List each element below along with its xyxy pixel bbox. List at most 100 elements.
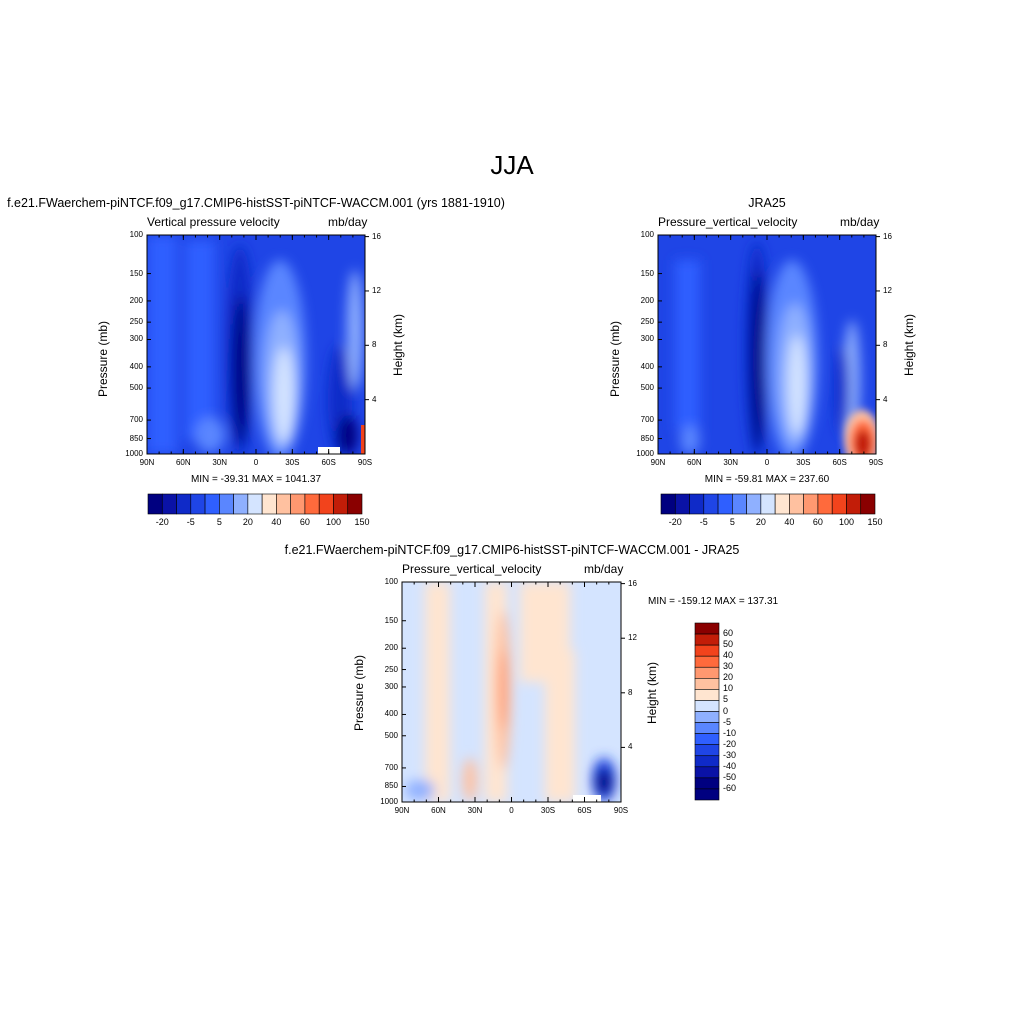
model-colorbar-box bbox=[190, 493, 206, 515]
model-colorbar-label: 60 bbox=[299, 517, 310, 527]
diff-xtick-label: 90S bbox=[613, 806, 629, 815]
model-units-label: mb/day bbox=[328, 215, 368, 229]
diff-colorbar-box bbox=[694, 622, 720, 635]
diff-units-label: mb/day bbox=[584, 562, 624, 576]
diff-panel-title: f.e21.FWaerchem-piNTCF.f09_g17.CMIP6-his… bbox=[284, 543, 740, 557]
diff-colorbar-box bbox=[694, 711, 720, 723]
obs-colorbar-label: 5 bbox=[729, 517, 735, 527]
diff-ylabel: Pressure (mb) bbox=[352, 655, 366, 732]
obs-xtick-label: 30S bbox=[796, 458, 811, 467]
diff-colorbar-label: -60 bbox=[723, 782, 737, 793]
model-colorbar-box bbox=[161, 493, 177, 515]
obs-xtick-label: 90N bbox=[650, 458, 666, 467]
model-ytick-label: 250 bbox=[129, 317, 143, 327]
model-y2tick-label: 16 bbox=[372, 231, 381, 241]
axis-ticks bbox=[146, 234, 880, 803]
obs-colorbar-label: -20 bbox=[668, 517, 682, 527]
obs-xtick-label: 0 bbox=[764, 458, 770, 467]
diff-colorbar-box bbox=[694, 689, 720, 701]
obs-y2tick-label: 16 bbox=[883, 231, 892, 241]
obs-ytick-label: 500 bbox=[640, 383, 654, 393]
diff-xtick-label: 30S bbox=[540, 806, 556, 815]
diff-xtick-label: 30N bbox=[467, 806, 483, 815]
obs-colorbar bbox=[660, 493, 876, 515]
obs-colorbar-box bbox=[674, 493, 690, 515]
diff-colorbar-box bbox=[694, 766, 720, 779]
diff-colorbar-box bbox=[694, 678, 720, 690]
model-ytick-label: 500 bbox=[129, 383, 143, 393]
diff-y2tick-label: 12 bbox=[628, 633, 637, 643]
model-colorbar-label: 150 bbox=[354, 517, 370, 527]
obs-contour-field bbox=[658, 235, 876, 454]
obs-colorbar-box bbox=[717, 493, 733, 515]
obs-colorbar-box bbox=[746, 493, 762, 515]
diff-minmax: MIN = -159.12 MAX = 137.31 bbox=[648, 596, 779, 607]
diff-colorbar-label: -50 bbox=[723, 771, 737, 782]
model-minmax: MIN = -39.31 MAX = 1041.37 bbox=[190, 474, 322, 485]
obs-colorbar-box bbox=[860, 493, 876, 515]
diff-colorbar-label: -5 bbox=[723, 716, 732, 727]
diff-ytick-label: 200 bbox=[384, 643, 398, 653]
obs-xtick-label: 30N bbox=[723, 458, 738, 467]
diff-colorbar-box bbox=[694, 666, 720, 679]
diff-colorbar-box bbox=[694, 644, 720, 657]
obs-colorbar-box bbox=[703, 493, 719, 515]
obs-ytick-label: 1000 bbox=[636, 449, 654, 458]
model-y2tick-label: 4 bbox=[372, 394, 377, 404]
season-title: JJA bbox=[490, 150, 534, 180]
model-colorbar-box bbox=[347, 493, 363, 515]
diff-colorbar-label: 5 bbox=[723, 694, 729, 705]
diff-colorbar-box bbox=[694, 755, 720, 768]
diff-colorbar-label: 10 bbox=[723, 683, 734, 694]
model-variable-label: Vertical pressure velocity bbox=[147, 215, 280, 229]
model-y2tick-label: 12 bbox=[372, 285, 381, 295]
model-colorbar-label: 40 bbox=[271, 517, 282, 527]
obs-minmax: MIN = -59.81 MAX = 237.60 bbox=[704, 474, 830, 485]
model-xtick-label: 30S bbox=[285, 458, 300, 467]
diff-ytick-label: 100 bbox=[384, 577, 398, 586]
diff-colorbar-box bbox=[694, 655, 720, 668]
model-xtick-label: 30N bbox=[212, 458, 227, 467]
diff-xtick-label: 0 bbox=[509, 806, 514, 815]
diff-y2label: Height (km) bbox=[645, 662, 659, 725]
obs-ytick-label: 150 bbox=[640, 268, 654, 278]
obs-colorbar-label: -5 bbox=[699, 517, 708, 527]
model-contour-field bbox=[147, 235, 365, 454]
model-ytick-label: 1000 bbox=[125, 449, 143, 458]
model-colorbar-box bbox=[304, 493, 320, 515]
diff-y2tick-label: 16 bbox=[628, 578, 637, 588]
diff-colorbar-box bbox=[694, 633, 720, 646]
obs-colorbar-label: 20 bbox=[755, 517, 766, 527]
diff-xtick-label: 60N bbox=[431, 806, 446, 815]
obs-colorbar-box bbox=[846, 493, 862, 515]
model-xtick-label: 90N bbox=[139, 458, 155, 467]
model-colorbar-box bbox=[219, 493, 234, 515]
model-colorbar bbox=[147, 493, 363, 515]
obs-colorbar-box bbox=[689, 493, 705, 515]
obs-colorbar-box bbox=[760, 493, 776, 515]
obs-y2tick-label: 12 bbox=[883, 285, 892, 295]
obs-ytick-label: 200 bbox=[640, 295, 654, 305]
diff-colorbar-label: -30 bbox=[723, 749, 737, 760]
diff-colorbar-label: -20 bbox=[723, 738, 737, 749]
obs-colorbar-label: 40 bbox=[784, 517, 795, 527]
model-xtick-label: 60S bbox=[321, 458, 336, 467]
model-colorbar-box bbox=[176, 493, 192, 515]
model-colorbar-box bbox=[204, 493, 220, 515]
obs-colorbar-box bbox=[732, 493, 747, 515]
obs-variable-label: Pressure_vertical_velocity bbox=[658, 215, 798, 229]
obs-y2tick-label: 4 bbox=[883, 394, 888, 404]
model-ytick-label: 400 bbox=[129, 361, 143, 371]
diff-ytick-label: 500 bbox=[384, 730, 398, 740]
obs-y2label: Height (km) bbox=[902, 314, 916, 377]
model-colorbar-box bbox=[233, 493, 249, 515]
diff-ytick-label: 300 bbox=[384, 681, 398, 691]
model-colorbar-box bbox=[261, 493, 277, 515]
model-colorbar-box bbox=[247, 493, 263, 515]
obs-xtick-label: 60N bbox=[686, 458, 702, 467]
obs-colorbar-box bbox=[774, 493, 790, 515]
diff-xtick-label: 60S bbox=[577, 806, 592, 815]
model-ytick-label: 200 bbox=[129, 295, 143, 305]
model-colorbar-label: 5 bbox=[216, 517, 222, 527]
